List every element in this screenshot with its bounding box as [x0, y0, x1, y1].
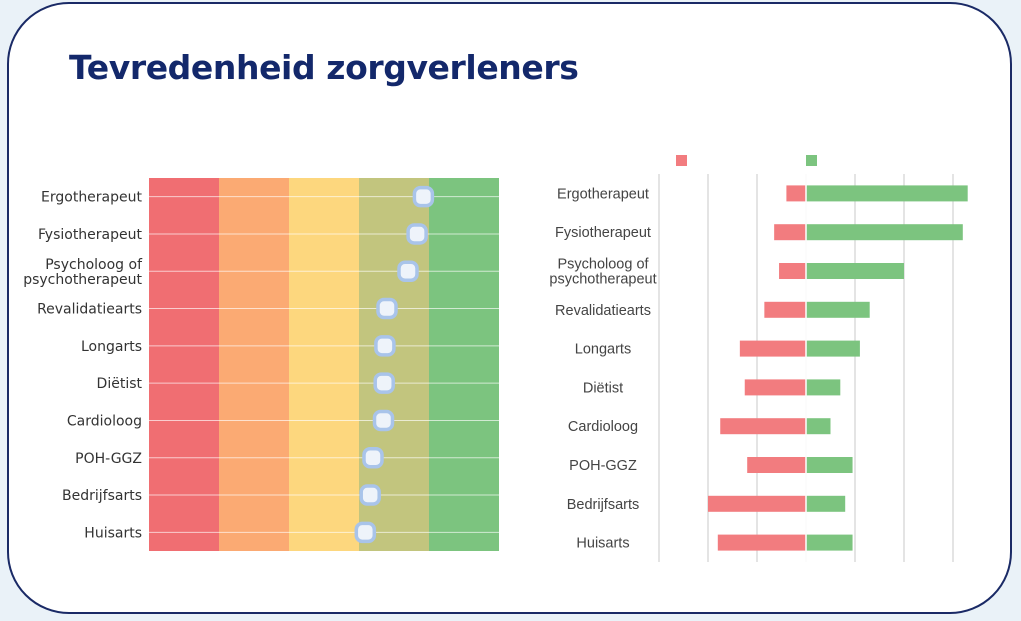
category-label: Cardioloog	[568, 419, 638, 435]
category-label-line: Huisarts	[576, 536, 629, 552]
rating-marker	[373, 372, 395, 394]
category-label-line: Longarts	[81, 339, 142, 355]
bar-minst-geholpen	[774, 224, 806, 241]
category-label: Revalidatiearts	[37, 302, 142, 318]
category-label-line: Cardioloog	[67, 413, 142, 429]
category-label-line: Diëtist	[97, 376, 143, 392]
category-label: Longarts	[81, 339, 142, 355]
card: Tevredenheid zorgverleners Ergotherapeut…	[7, 2, 1012, 614]
bar-minst-geholpen	[779, 263, 806, 279]
category-label-line: Bedrijfsarts	[567, 497, 640, 513]
helped-chart: Ergotherapeut Fysiotherapeut Psycholoog of…	[549, 155, 968, 562]
bar-meest-geholpen	[806, 418, 831, 435]
color-band	[429, 178, 499, 551]
category-label-line: Revalidatiearts	[555, 303, 651, 319]
bar-minst-geholpen	[739, 340, 806, 357]
bar-minst-geholpen	[786, 185, 806, 202]
bar-meest-geholpen	[806, 263, 904, 279]
category-label-line: Longarts	[575, 342, 631, 358]
bar-minst-geholpen	[720, 418, 806, 435]
rating-marker	[359, 484, 381, 506]
bar-minst-geholpen	[708, 495, 806, 512]
category-label-line: Revalidatiearts	[37, 302, 142, 318]
category-label-line: Ergotherapeut	[557, 186, 649, 202]
category-label-line: Fysiotherapeut	[38, 227, 142, 243]
rating-marker	[376, 297, 398, 320]
rating-marker	[354, 521, 377, 544]
category-label-line: Psycholoog of	[557, 257, 649, 273]
rating-marker	[397, 260, 419, 282]
category-label: Ergotherapeut	[557, 186, 649, 202]
category-label-line: psychotherapeut	[23, 272, 142, 288]
page-title: Tevredenheid zorgverleners	[69, 48, 579, 87]
rating-marker	[412, 185, 435, 208]
category-label: Longarts	[575, 342, 631, 358]
bar-meest-geholpen	[806, 224, 963, 241]
category-label: Diëtist	[97, 376, 143, 392]
color-band	[149, 178, 219, 551]
category-label: Fysiotherapeut	[38, 227, 142, 243]
category-label: Fysiotherapeut	[555, 225, 651, 241]
category-label: Cardioloog	[67, 413, 142, 429]
bar-meest-geholpen	[806, 534, 853, 551]
color-band	[219, 178, 289, 551]
category-label-line: Psycholoog of	[45, 257, 143, 273]
category-label: Huisarts	[576, 536, 629, 552]
rating-marker	[362, 447, 384, 469]
category-label-line: Ergotherapeut	[41, 190, 142, 206]
category-label: POH-GGZ	[569, 458, 637, 474]
legend-swatch-minst	[676, 155, 687, 166]
bar-minst-geholpen	[764, 301, 806, 318]
legend-swatch-meest	[806, 155, 817, 166]
bar-minst-geholpen	[717, 534, 806, 551]
bar-meest-geholpen	[806, 185, 968, 202]
bar-meest-geholpen	[806, 301, 870, 318]
category-label: Psycholoog of psychotherapeut	[549, 257, 656, 288]
rating-marker	[374, 335, 396, 357]
category-label: POH-GGZ	[75, 451, 142, 467]
category-label-line: Bedrijfsarts	[62, 488, 142, 504]
category-label-line: Fysiotherapeut	[555, 225, 651, 241]
category-label: Psycholoog of psychotherapeut	[23, 257, 143, 288]
category-label-line: Cardioloog	[568, 419, 638, 435]
rating-marker	[406, 223, 428, 245]
category-label-line: POH-GGZ	[569, 458, 637, 474]
category-label: Revalidatiearts	[555, 303, 651, 319]
bar-meest-geholpen	[806, 379, 841, 396]
bar-minst-geholpen	[747, 457, 806, 473]
category-label-line: psychotherapeut	[549, 272, 656, 288]
category-label-line: Diëtist	[583, 380, 623, 396]
category-label: Ergotherapeut	[41, 190, 142, 206]
appreciation-chart: Ergotherapeut Fysiotherapeut Psycholoog of…	[23, 178, 499, 551]
rating-marker	[372, 409, 395, 432]
category-label-line: Huisarts	[84, 525, 142, 541]
color-band	[289, 178, 359, 551]
bar-minst-geholpen	[744, 379, 806, 396]
category-label: Huisarts	[84, 525, 142, 541]
category-label-line: POH-GGZ	[75, 451, 142, 467]
bar-meest-geholpen	[806, 457, 853, 473]
category-label: Bedrijfsarts	[567, 497, 640, 513]
category-label: Bedrijfsarts	[62, 488, 142, 504]
category-label: Diëtist	[583, 380, 623, 396]
bar-meest-geholpen	[806, 340, 860, 357]
bar-meest-geholpen	[806, 495, 846, 512]
